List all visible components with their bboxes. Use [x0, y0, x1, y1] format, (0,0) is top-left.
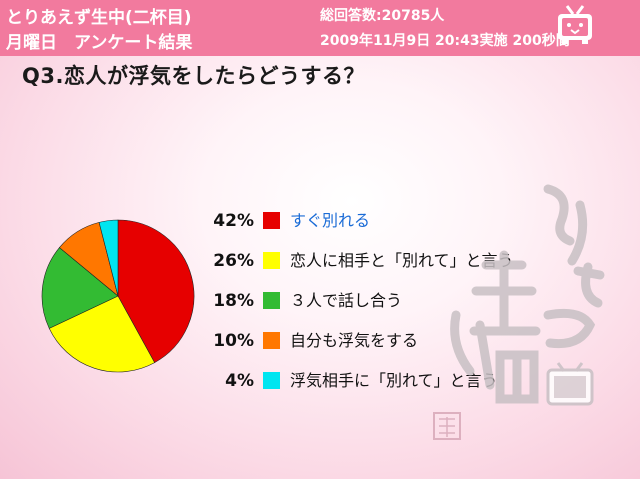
legend-percent: 18% [213, 291, 254, 311]
legend-label: すぐ別れる [290, 211, 371, 230]
survey-datetime: 2009年11月9日 20:43実施 200秒間 [320, 33, 570, 49]
legend-swatch [263, 332, 280, 349]
legend-label: 浮気相手に「別れて」と言う [290, 371, 498, 390]
legend-percent: 10% [213, 331, 254, 351]
legend-swatch [263, 292, 280, 309]
legend-swatch [263, 372, 280, 389]
niconico-tv-icon [558, 5, 592, 44]
show-subtitle: 月曜日 アンケート結果 [6, 33, 193, 53]
question-text: Q3.恋人が浮気をしたらどうする？ [22, 64, 365, 88]
legend-swatch [263, 212, 280, 229]
legend-percent: 4% [225, 371, 254, 391]
pie-slice-3 [41, 247, 119, 329]
pie-slice-5 [98, 219, 119, 297]
header-bar: とりあえず生中(二杯目) 月曜日 アンケート結果 総回答数:20785人 200… [0, 0, 640, 56]
legend-swatch [263, 252, 280, 269]
legend-percent: 42% [213, 211, 254, 231]
legend-percent: 26% [213, 251, 254, 271]
pie-slice-2 [48, 295, 156, 373]
pie-slice-1 [117, 219, 195, 364]
legend-label: 恋人に相手と「別れて」と言う [290, 251, 514, 270]
show-title: とりあえず生中(二杯目) [6, 8, 192, 28]
legend-label: 自分も浮気をする [290, 331, 419, 350]
legend-label: ３人で話し合う [290, 291, 403, 310]
total-responses: 総回答数:20785人 [320, 8, 445, 24]
toriaezu-namachu-stamp [433, 184, 605, 440]
